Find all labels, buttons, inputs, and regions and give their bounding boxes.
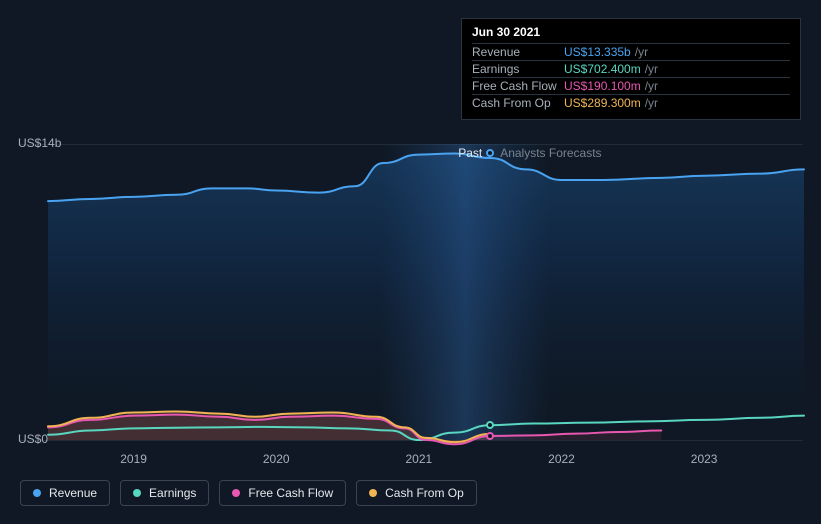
tooltip-row: RevenueUS$13.335b/yr [472, 43, 790, 60]
legend-dot-icon [369, 489, 377, 497]
tooltip-value: US$190.100m [564, 79, 641, 93]
legend-dot-icon [33, 489, 41, 497]
legend-item-earnings[interactable]: Earnings [120, 480, 209, 506]
forecast-label: Analysts Forecasts [500, 146, 601, 160]
tooltip-row: Cash From OpUS$289.300m/yr [472, 94, 790, 111]
legend-dot-icon [133, 489, 141, 497]
tooltip-row: Free Cash FlowUS$190.100m/yr [472, 77, 790, 94]
x-axis-label: 2019 [120, 452, 147, 466]
x-axis-label: 2021 [406, 452, 433, 466]
tooltip-metric-label: Free Cash Flow [472, 79, 564, 93]
hover-marker-icon [486, 421, 494, 429]
legend-label: Revenue [49, 486, 97, 500]
tooltip-unit: /yr [645, 96, 658, 110]
legend-item-revenue[interactable]: Revenue [20, 480, 110, 506]
chart-tooltip: Jun 30 2021 RevenueUS$13.335b/yrEarnings… [461, 18, 801, 120]
tooltip-unit: /yr [645, 79, 658, 93]
tooltip-metric-label: Cash From Op [472, 96, 564, 110]
hover-marker-icon [486, 432, 494, 440]
legend-item-fcf[interactable]: Free Cash Flow [219, 480, 346, 506]
tooltip-value: US$289.300m [564, 96, 641, 110]
legend-item-cfo[interactable]: Cash From Op [356, 480, 477, 506]
legend-label: Earnings [149, 486, 196, 500]
divider-marker-icon [486, 149, 494, 157]
tooltip-value: US$13.335b [564, 45, 631, 59]
x-axis-label: 2022 [548, 452, 575, 466]
tooltip-row: EarningsUS$702.400m/yr [472, 60, 790, 77]
past-label: Past [458, 146, 482, 160]
tooltip-date: Jun 30 2021 [472, 25, 790, 39]
tooltip-value: US$702.400m [564, 62, 641, 76]
legend-label: Free Cash Flow [248, 486, 333, 500]
chart-legend: Revenue Earnings Free Cash Flow Cash From O… [20, 480, 477, 506]
tooltip-metric-label: Revenue [472, 45, 564, 59]
legend-label: Cash From Op [385, 486, 464, 500]
tooltip-unit: /yr [635, 45, 648, 59]
tooltip-metric-label: Earnings [472, 62, 564, 76]
financials-chart: US$0 US$14b Past Analysts Forecasts 2019… [0, 0, 821, 524]
legend-dot-icon [232, 489, 240, 497]
x-axis-label: 2020 [263, 452, 290, 466]
x-axis-label: 2023 [691, 452, 718, 466]
tooltip-unit: /yr [645, 62, 658, 76]
